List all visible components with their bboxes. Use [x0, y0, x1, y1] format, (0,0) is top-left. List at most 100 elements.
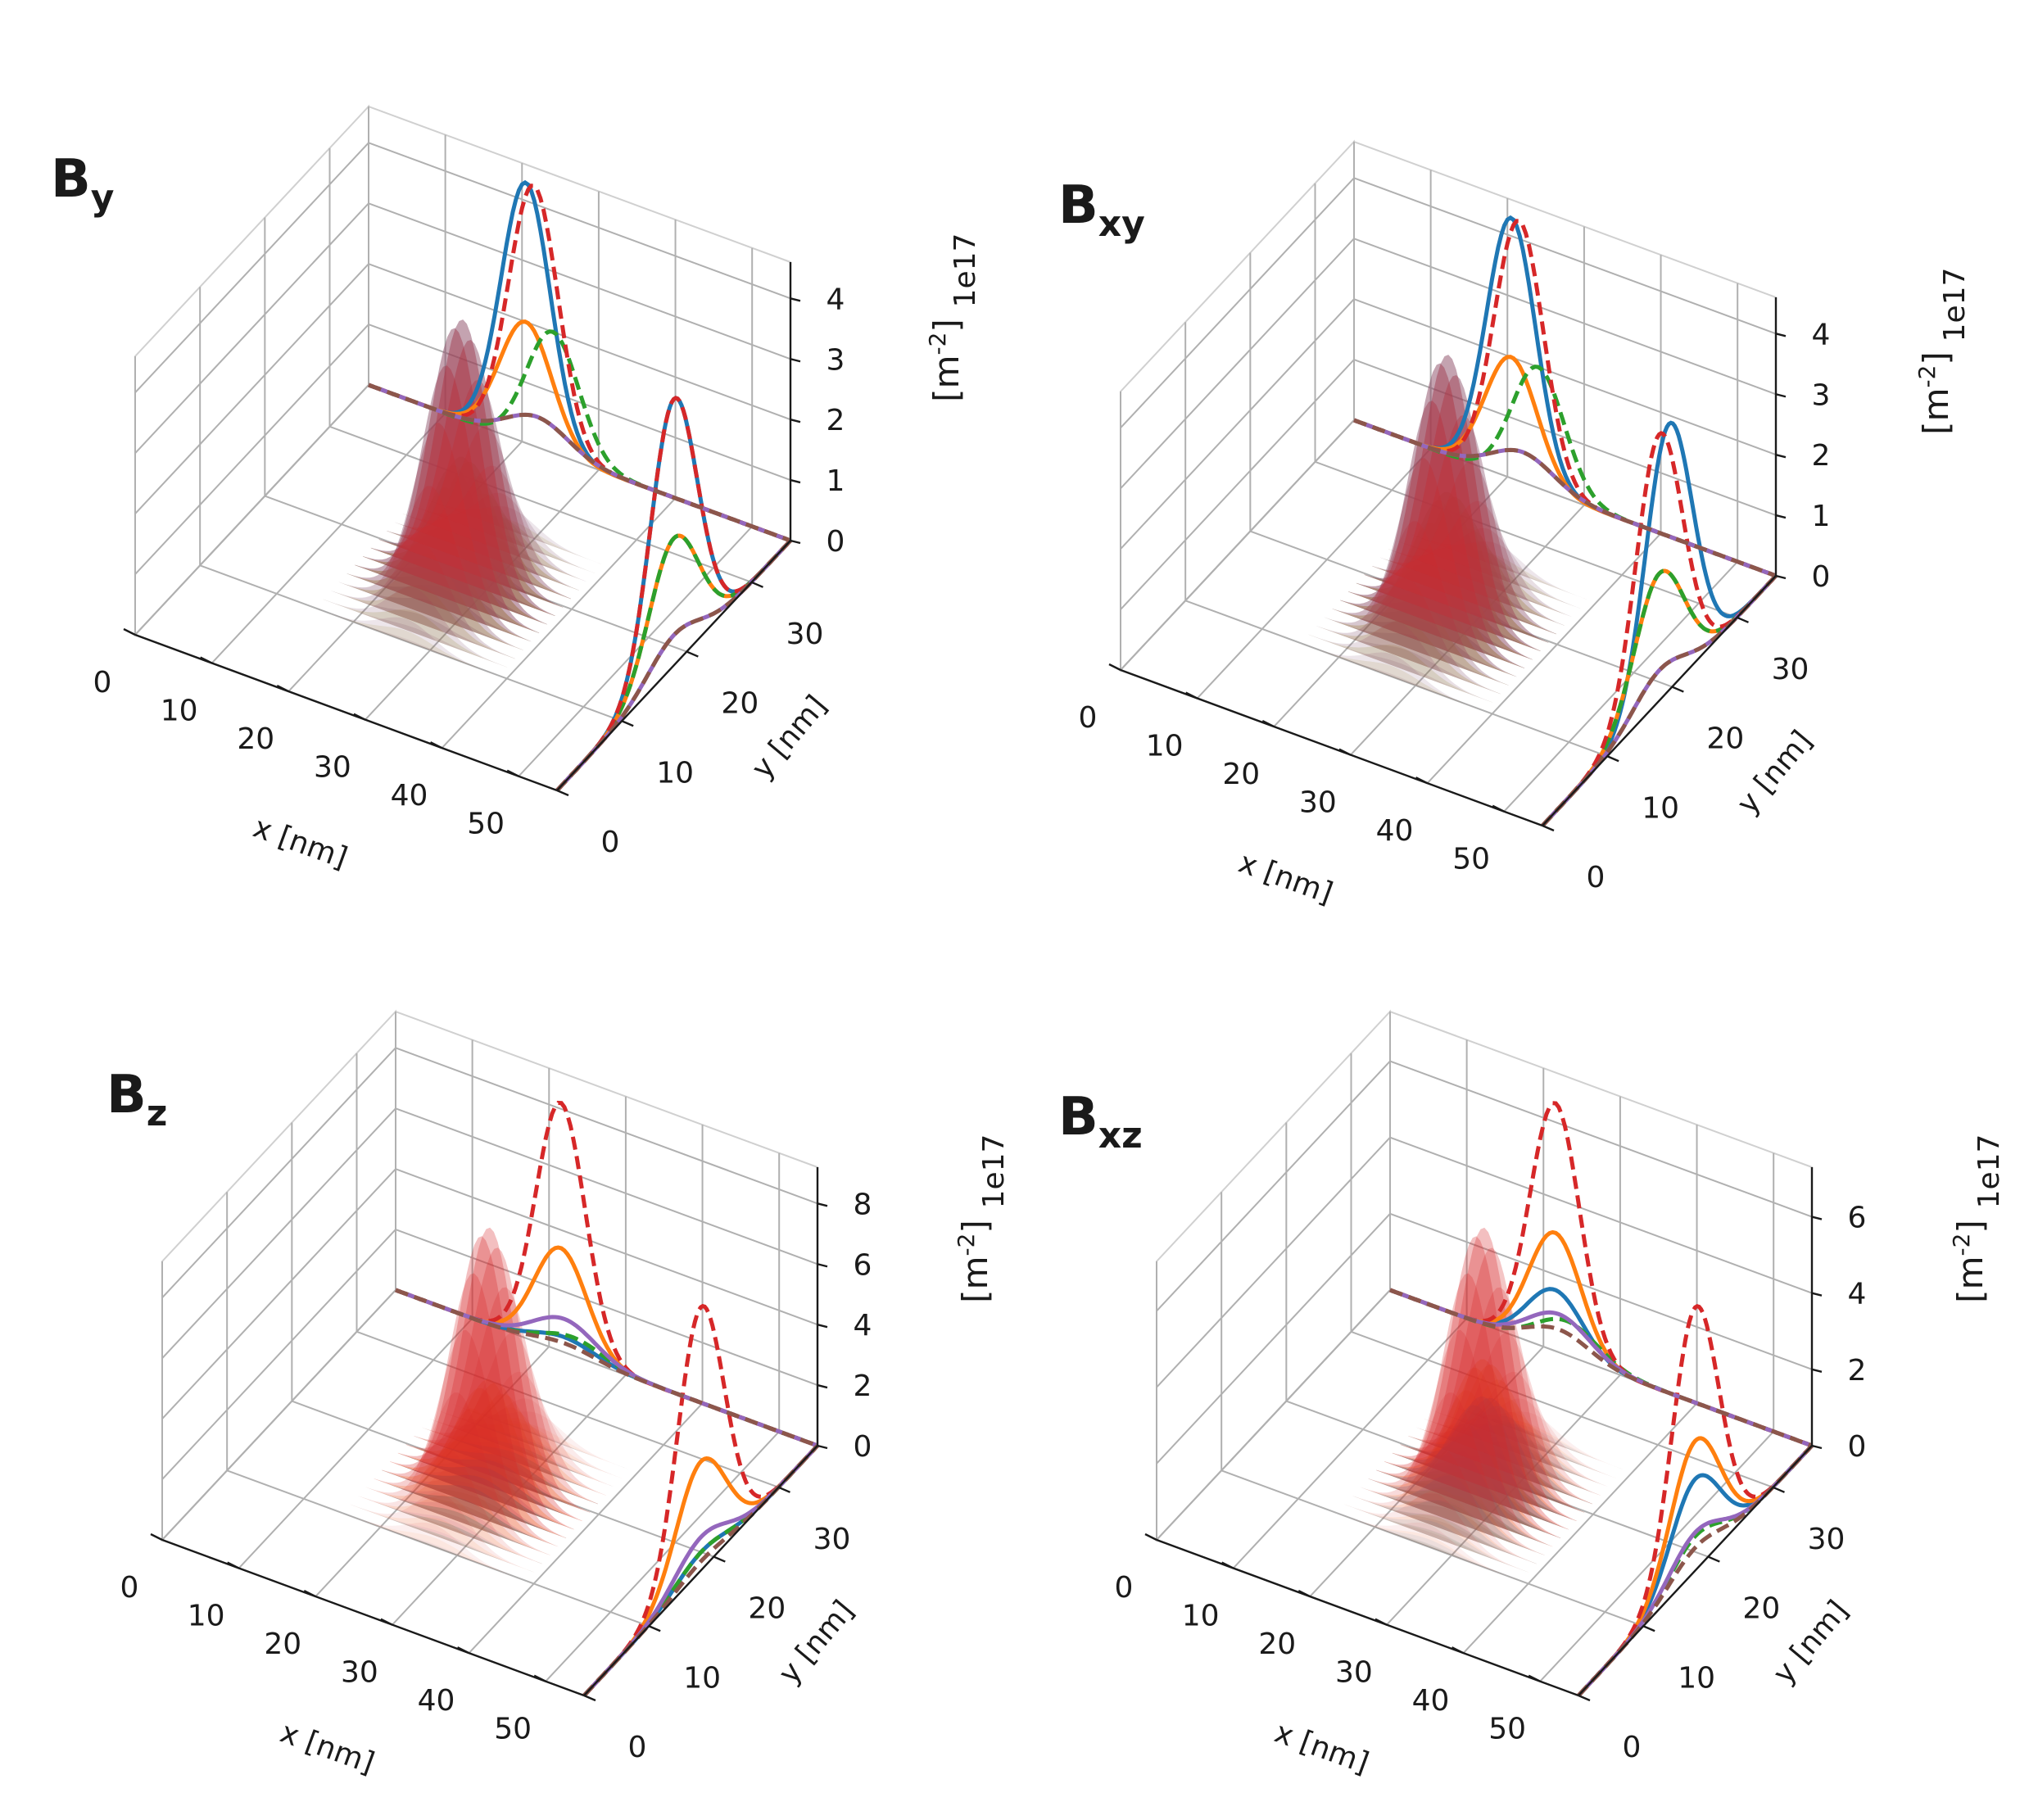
surface-strip-green: [1408, 1436, 1592, 1505]
surface-strip-blue: [346, 423, 532, 642]
surface-strip-purple: [1360, 1487, 1545, 1555]
surface-strip-red: [1356, 355, 1541, 651]
grid-line: [329, 425, 752, 583]
z-tick-mark: [790, 419, 801, 423]
z-label-close: ]: [955, 1220, 995, 1233]
surface-strip-purple: [1316, 626, 1501, 695]
surface-strip-green: [429, 1419, 614, 1487]
x-tick-label: 0: [93, 666, 112, 699]
surface-strip-orange: [402, 508, 587, 582]
x-tick-label: 30: [1299, 786, 1337, 820]
surface-strip-green: [1396, 540, 1581, 609]
surface-strip-blue: [410, 492, 596, 573]
x-tick-mark: [200, 656, 213, 664]
surface-strip-orange: [422, 1407, 606, 1496]
y-tick-label: 30: [786, 618, 824, 651]
grid-line: [395, 1168, 818, 1326]
surface-strip-blue: [1440, 1401, 1624, 1470]
surface-strip-blue: [374, 1478, 559, 1547]
x-tick-label: 50: [1452, 843, 1490, 876]
y-tick-mark: [583, 1694, 596, 1702]
surface-strip-green: [1384, 1460, 1569, 1530]
z-label-base: [m: [955, 1256, 995, 1303]
surface-strip-brown: [1324, 617, 1509, 686]
surface-strip-red: [338, 486, 523, 650]
surface-strip-blue: [405, 1444, 591, 1513]
surface-strip-orange: [1372, 511, 1556, 635]
surface-strip-blue: [323, 586, 508, 668]
surface-strip-orange: [1336, 1513, 1521, 1581]
x-tick-label: 40: [391, 779, 428, 813]
surface-strip-green: [1316, 619, 1501, 695]
grid-line: [356, 1330, 779, 1488]
surface-strip-green: [365, 1487, 550, 1555]
surface-strip-brown: [429, 1419, 614, 1487]
x-tick-mark: [150, 1533, 163, 1542]
surface-strip-orange: [331, 584, 515, 659]
surface-strip-blue: [387, 380, 571, 600]
grid-line: [545, 1431, 780, 1682]
surface-strip-red: [387, 380, 571, 600]
grid-line: [1285, 1400, 1709, 1558]
surface-strip-blue: [1348, 363, 1533, 660]
surface-strip-red: [1392, 1227, 1577, 1521]
surface-strip-brown: [422, 1427, 606, 1496]
y-tick-mark: [648, 1625, 661, 1632]
surface-strip-red: [342, 1513, 527, 1581]
x-axis-label: x [nm]: [249, 811, 352, 876]
surface-strip-red: [331, 542, 515, 659]
grid-line: [1389, 1060, 1813, 1218]
z-tick-label: 4: [827, 283, 845, 316]
surface-strip-red: [1332, 458, 1517, 677]
surface-strip-green: [1344, 1504, 1529, 1573]
surface-strip-blue: [1396, 527, 1581, 609]
x-tick-label: 20: [237, 722, 274, 756]
surface-strip-brown: [370, 548, 555, 616]
x-tick-mark: [533, 1674, 546, 1682]
grid-line: [161, 1168, 396, 1419]
surface-strip-blue: [1404, 532, 1588, 600]
y-tick-label: 20: [748, 1592, 786, 1626]
surface-strip-blue: [331, 542, 515, 659]
surface-strip-blue: [1376, 1423, 1561, 1538]
z-tick-label: 2: [1848, 1354, 1867, 1388]
x-tick-label: 0: [1079, 701, 1098, 735]
offset-text: 1e17: [977, 1134, 1011, 1209]
surface-strip-green: [1348, 500, 1533, 660]
curve-y-green: [1577, 1444, 1814, 1697]
y-tick-label: 10: [656, 756, 694, 790]
panel-title-main: B: [1058, 175, 1098, 236]
surface-strip-orange: [1344, 1504, 1529, 1573]
x-tick-label: 20: [264, 1628, 301, 1661]
surface-strip-green: [1324, 588, 1509, 686]
panel-title-main: B: [106, 1065, 147, 1125]
surface-strip-red: [1316, 577, 1501, 695]
surface-strip-red: [390, 1236, 574, 1530]
x-tick-mark: [1492, 804, 1505, 813]
grid-line: [1156, 1213, 1391, 1465]
grid-line: [1389, 1212, 1813, 1370]
z-tick-label: 4: [1812, 318, 1831, 351]
surface-strip-green: [1376, 1469, 1561, 1538]
z-axis-label: [m-2]: [924, 319, 967, 402]
surface-strip-purple: [342, 1513, 527, 1581]
surface-strip-blue: [429, 1419, 614, 1487]
x-axis-label: x [nm]: [1234, 846, 1338, 911]
y-tick-mark: [1642, 1625, 1655, 1632]
surface-strip-purple: [1384, 1456, 1569, 1530]
curve-x-brown: [1353, 418, 1775, 577]
surface-strip-blue: [1424, 1419, 1609, 1487]
surface-strip-green: [350, 1504, 535, 1573]
z-tick-mark: [1775, 574, 1787, 580]
grid-line: [134, 263, 369, 514]
surface-strip-red: [429, 1371, 614, 1487]
curve-y-blue: [555, 396, 792, 792]
z-tick-label: 1: [1812, 500, 1831, 533]
surface-strip-orange: [395, 493, 579, 591]
grid-line: [291, 1400, 714, 1558]
z-label-sup: -2: [953, 1234, 980, 1256]
x-tick-label: 30: [341, 1656, 378, 1690]
surface-strip-brown: [1408, 1436, 1592, 1505]
surface-strip-red: [1344, 1492, 1529, 1573]
surface-strip-purple: [1400, 1443, 1585, 1513]
